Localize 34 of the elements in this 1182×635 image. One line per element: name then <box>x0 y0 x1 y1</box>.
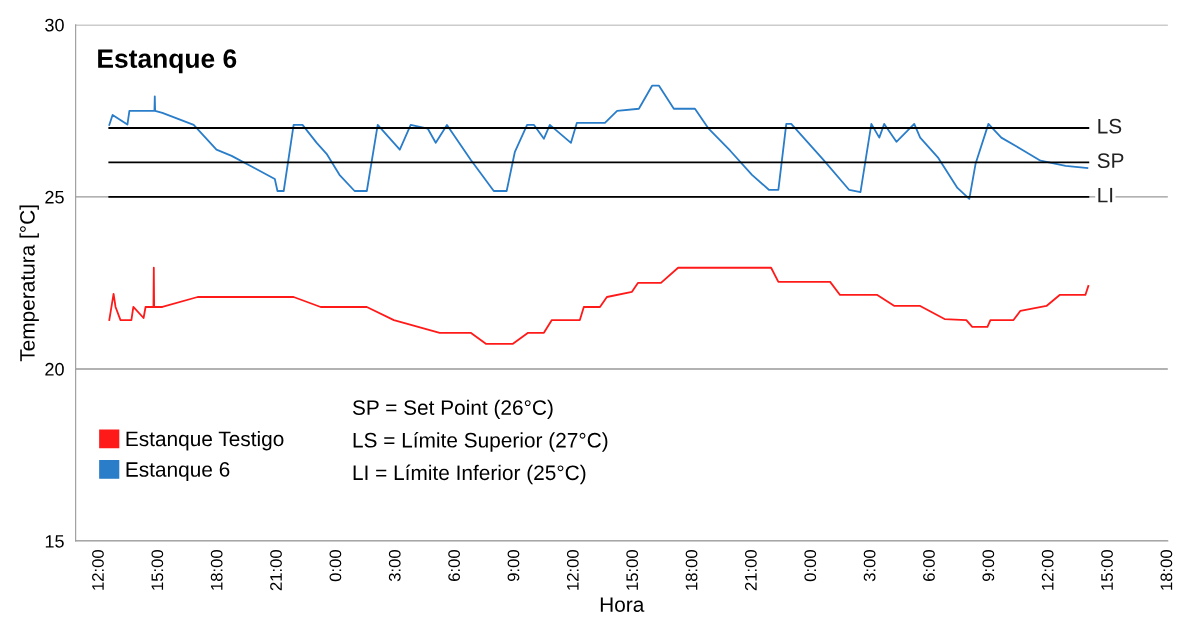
x-tick-label: 21:00 <box>270 550 282 591</box>
x-tick-label: 12:00 <box>566 550 579 590</box>
x-tick-label: 0:00 <box>329 550 342 582</box>
y-tick-label: 20 <box>45 362 64 376</box>
ref-line-label: LI <box>1098 187 1113 203</box>
annotation: SP = Set Point (26°C) <box>352 399 553 420</box>
x-tick-label: 9:00 <box>507 550 520 582</box>
y-tick-label: 25 <box>45 190 64 204</box>
x-tick-label: 12:00 <box>1041 550 1054 590</box>
annotation: LS = Límite Superior (27°C) <box>353 432 608 452</box>
text: Estanque 6 <box>98 49 237 74</box>
x-tick-label: 6:00 <box>923 550 935 581</box>
x-tick-label: 15:00 <box>1101 550 1113 590</box>
ref-line-label: LS <box>1098 118 1122 134</box>
legend-label: Estanque Testigo <box>126 430 284 451</box>
ref-line-label: SP <box>1097 153 1124 169</box>
x-tick-label: 0:00 <box>804 550 817 582</box>
y-axis-title: Temperatura [°C] <box>19 205 39 362</box>
y-tick-label: 30 <box>45 18 64 32</box>
x-tick-label: 18:00 <box>210 550 223 590</box>
x-tick-label: 21:00 <box>744 550 757 591</box>
y-tick-label: 15 <box>45 535 64 548</box>
x-tick-label: 15:00 <box>151 550 164 590</box>
x-tick-label: 6:00 <box>448 550 461 581</box>
x-tick-label: 3:00 <box>388 550 401 582</box>
x-tick-label: 9:00 <box>982 550 995 582</box>
legend-label: Estanque 6 <box>126 462 230 481</box>
annotation: LI = Límite Inferior (25°C) <box>353 464 586 485</box>
x-axis-title: Hora <box>600 597 645 612</box>
x-tick-label: 15:00 <box>626 550 639 590</box>
x-tick-label: 3:00 <box>863 550 876 582</box>
x-tick-label: 18:00 <box>685 550 698 590</box>
x-tick-label: 12:00 <box>92 550 104 590</box>
x-tick-label: 18:00 <box>1160 550 1173 590</box>
